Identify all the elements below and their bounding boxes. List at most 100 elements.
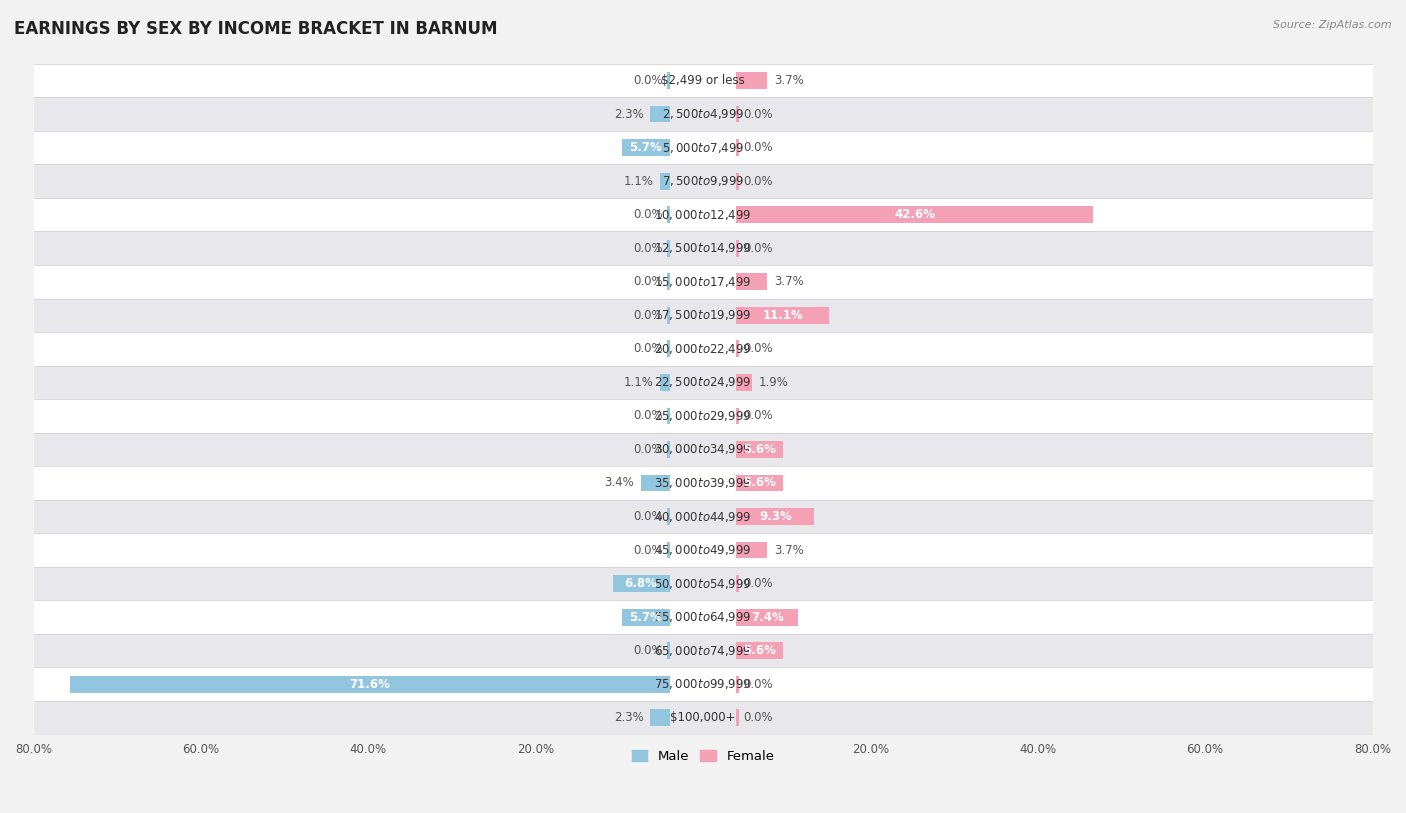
Bar <box>34 63 1372 98</box>
Bar <box>737 273 768 290</box>
Text: 5.6%: 5.6% <box>744 443 776 456</box>
Text: 0.0%: 0.0% <box>633 644 662 657</box>
Bar <box>737 642 783 659</box>
Text: 3.7%: 3.7% <box>775 276 804 289</box>
Text: 5.6%: 5.6% <box>744 644 776 657</box>
Text: 2.3%: 2.3% <box>614 711 644 724</box>
Text: 6.8%: 6.8% <box>624 577 658 590</box>
Bar <box>737 441 783 458</box>
Bar <box>621 609 669 625</box>
Bar <box>666 441 669 458</box>
Text: $5,000 to $7,499: $5,000 to $7,499 <box>662 141 744 154</box>
Bar <box>737 139 740 156</box>
Text: 3.4%: 3.4% <box>605 476 634 489</box>
Bar <box>34 701 1372 734</box>
Bar <box>34 399 1372 433</box>
Text: 0.0%: 0.0% <box>633 241 662 254</box>
Bar <box>34 366 1372 399</box>
Text: 7.4%: 7.4% <box>751 611 783 624</box>
Bar <box>34 265 1372 298</box>
Bar <box>661 173 669 189</box>
Text: $65,000 to $74,999: $65,000 to $74,999 <box>654 644 752 658</box>
Text: $25,000 to $29,999: $25,000 to $29,999 <box>654 409 752 423</box>
Bar <box>666 341 669 357</box>
Bar <box>34 232 1372 265</box>
Bar <box>666 207 669 223</box>
Text: $50,000 to $54,999: $50,000 to $54,999 <box>654 576 752 590</box>
Text: $17,500 to $19,999: $17,500 to $19,999 <box>654 308 752 322</box>
Bar <box>737 173 740 189</box>
Text: $20,000 to $22,499: $20,000 to $22,499 <box>654 341 752 356</box>
Bar <box>613 576 669 592</box>
Text: 0.0%: 0.0% <box>633 208 662 221</box>
Text: 0.0%: 0.0% <box>744 678 773 691</box>
Bar <box>661 374 669 391</box>
Bar <box>737 676 740 693</box>
Bar <box>737 541 768 559</box>
Text: $100,000+: $100,000+ <box>671 711 735 724</box>
Bar <box>34 600 1372 634</box>
Text: 0.0%: 0.0% <box>744 141 773 154</box>
Bar <box>34 298 1372 332</box>
Text: 0.0%: 0.0% <box>633 74 662 87</box>
Text: 5.6%: 5.6% <box>744 476 776 489</box>
Text: 0.0%: 0.0% <box>744 577 773 590</box>
Text: 0.0%: 0.0% <box>633 309 662 322</box>
Bar <box>737 106 740 123</box>
Bar <box>34 500 1372 533</box>
Bar <box>737 710 740 726</box>
Text: 0.0%: 0.0% <box>744 175 773 188</box>
Bar <box>34 667 1372 701</box>
Text: EARNINGS BY SEX BY INCOME BRACKET IN BARNUM: EARNINGS BY SEX BY INCOME BRACKET IN BAR… <box>14 20 498 38</box>
Bar <box>666 240 669 257</box>
Bar <box>34 131 1372 164</box>
Bar <box>737 576 740 592</box>
Text: 0.0%: 0.0% <box>744 410 773 423</box>
Text: 1.1%: 1.1% <box>624 376 654 389</box>
Bar <box>737 207 1092 223</box>
Text: 0.0%: 0.0% <box>744 107 773 120</box>
Bar <box>34 533 1372 567</box>
Text: 0.0%: 0.0% <box>633 544 662 557</box>
Text: 2.3%: 2.3% <box>614 107 644 120</box>
Bar <box>737 475 783 491</box>
Bar <box>737 307 830 324</box>
Bar <box>34 198 1372 232</box>
Bar <box>666 273 669 290</box>
Bar <box>666 307 669 324</box>
Bar <box>666 541 669 559</box>
Text: $30,000 to $34,999: $30,000 to $34,999 <box>654 442 752 456</box>
Text: 0.0%: 0.0% <box>633 276 662 289</box>
Bar <box>666 407 669 424</box>
Text: 0.0%: 0.0% <box>633 342 662 355</box>
Text: $55,000 to $64,999: $55,000 to $64,999 <box>654 610 752 624</box>
Bar <box>737 72 768 89</box>
Text: 0.0%: 0.0% <box>744 342 773 355</box>
Bar <box>621 139 669 156</box>
Bar <box>34 332 1372 366</box>
Bar <box>34 433 1372 466</box>
Bar <box>34 634 1372 667</box>
Text: 11.1%: 11.1% <box>762 309 803 322</box>
Text: 0.0%: 0.0% <box>633 510 662 523</box>
Bar <box>34 164 1372 198</box>
Text: $10,000 to $12,499: $10,000 to $12,499 <box>654 207 752 222</box>
Text: Source: ZipAtlas.com: Source: ZipAtlas.com <box>1274 20 1392 30</box>
Text: $2,500 to $4,999: $2,500 to $4,999 <box>662 107 744 121</box>
Bar <box>666 72 669 89</box>
Legend: Male, Female: Male, Female <box>626 745 780 768</box>
Bar <box>70 676 669 693</box>
Text: $12,500 to $14,999: $12,500 to $14,999 <box>654 241 752 255</box>
Text: 3.7%: 3.7% <box>775 544 804 557</box>
Bar <box>34 98 1372 131</box>
Bar <box>666 642 669 659</box>
Text: 1.9%: 1.9% <box>759 376 789 389</box>
Text: $75,000 to $99,999: $75,000 to $99,999 <box>654 677 752 691</box>
Text: 71.6%: 71.6% <box>350 678 391 691</box>
Text: $45,000 to $49,999: $45,000 to $49,999 <box>654 543 752 557</box>
Bar <box>651 106 669 123</box>
Text: 0.0%: 0.0% <box>744 241 773 254</box>
Text: 0.0%: 0.0% <box>744 711 773 724</box>
Bar <box>737 341 740 357</box>
Text: 1.1%: 1.1% <box>624 175 654 188</box>
